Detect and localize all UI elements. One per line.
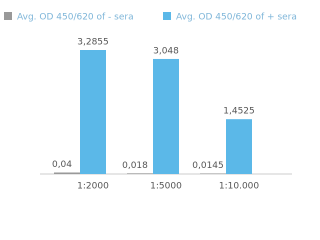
x-tick-label: 1:5000 <box>150 182 182 192</box>
bar <box>153 58 179 175</box>
bar <box>127 173 153 174</box>
x-tick-label: 1:2000 <box>77 182 109 192</box>
chart: Avg. OD 450/620 of - sera Avg. OD 450/620… <box>4 12 297 192</box>
value-label: 0,0145 <box>192 161 224 171</box>
value-label: 3,2855 <box>77 38 109 48</box>
legend-swatch <box>4 12 12 20</box>
value-label: 0,018 <box>122 161 148 171</box>
x-tick-label: 1:10.000 <box>219 182 260 192</box>
bar <box>226 119 252 174</box>
bar <box>200 173 226 174</box>
bar <box>54 172 80 174</box>
legend-label: Avg. OD 450/620 of - sera <box>17 13 134 23</box>
legend-swatch <box>163 12 171 20</box>
value-label: 3,048 <box>153 46 179 56</box>
value-label: 1,4525 <box>223 107 255 117</box>
bar <box>80 50 106 174</box>
legend-label: Avg. OD 450/620 of + sera <box>176 13 297 23</box>
value-label: 0,04 <box>52 160 72 170</box>
